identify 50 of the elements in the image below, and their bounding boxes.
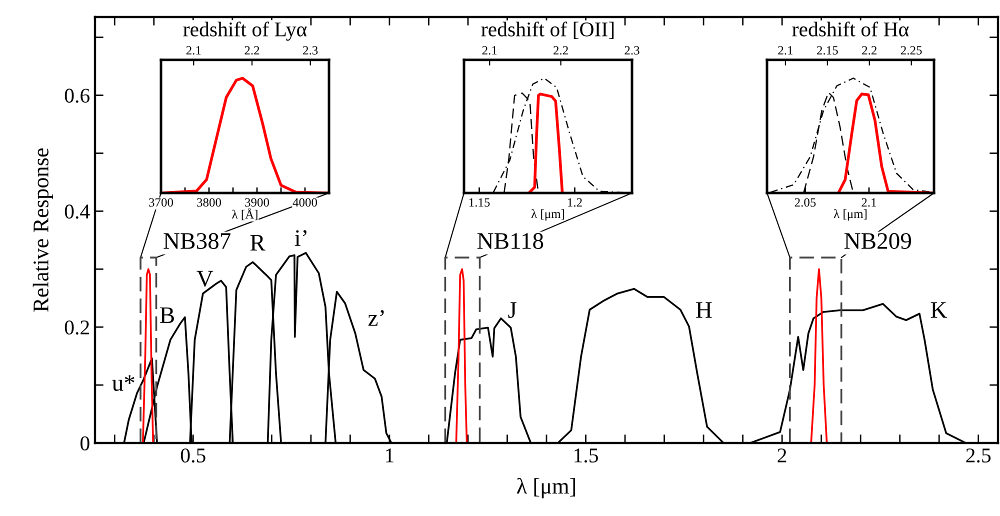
x2-tick-label: 2.2 [244, 46, 260, 55]
series-label: K [930, 302, 947, 318]
series-label: H [696, 302, 712, 318]
x-tick-label: 2.1 [862, 198, 876, 207]
x-tick-label: 2 [778, 448, 786, 462]
x-tick-label: 1.2 [568, 198, 582, 207]
x-tick-label: 3700 [149, 198, 174, 207]
series-label: NB209 [844, 233, 912, 249]
x-tick-label: 1.15 [469, 198, 490, 207]
x-tick-label: 4000 [292, 198, 318, 207]
series-label: NB118 [477, 233, 544, 249]
x-tick-label: 1 [386, 448, 394, 462]
x2-tick-label: 2.1 [778, 46, 793, 55]
x2-tick-label: 2.15 [817, 46, 838, 55]
series-label: NB387 [164, 233, 231, 249]
y-tick-label: 0 [80, 436, 90, 450]
series-label: u* [112, 375, 134, 391]
x-axis-title: λ [Å] [232, 208, 258, 220]
series-label: R [250, 235, 266, 250]
x-axis-title: λ [μm] [516, 478, 576, 498]
x2-tick-label: 2.25 [900, 46, 922, 55]
x-tick-label: 3900 [245, 198, 270, 207]
y-tick-label: 0.2 [64, 320, 89, 335]
x2-tick-label: 2.2 [554, 46, 568, 55]
x2-tick-label: 2.1 [482, 46, 497, 55]
x-tick-label: 0.5 [180, 448, 206, 463]
y-axis-title: Relative Response [32, 148, 53, 312]
y-tick-label: 0.4 [64, 204, 90, 219]
x-tick-label: 1.5 [574, 448, 598, 463]
x-axis-title: λ [μm] [834, 209, 867, 221]
x2-tick-label: 2.2 [862, 46, 877, 55]
line-series [455, 268, 468, 443]
line-series [142, 268, 154, 443]
y-tick-label: 0.6 [64, 88, 90, 103]
series-label: V [196, 270, 214, 287]
chart-title: redshift of Lyα [183, 22, 307, 41]
series-label: i’ [294, 230, 306, 246]
series-label: B [160, 307, 174, 323]
series-label: J [508, 302, 516, 318]
chart-title: redshift of [OII] [481, 22, 614, 40]
x2-tick-label: 2.1 [186, 46, 201, 55]
x-axis-title: λ [μm] [531, 209, 564, 221]
line-series [810, 268, 828, 443]
x-tick-label: 3800 [197, 198, 222, 207]
x-tick-label: 2.5 [966, 448, 991, 463]
x2-tick-label: 2.3 [303, 46, 318, 55]
series-label: z’ [368, 310, 384, 326]
chart-title: redshift of Hα [792, 22, 909, 36]
x-tick-label: 2.05 [794, 198, 816, 207]
x2-tick-label: 2.3 [624, 46, 640, 55]
